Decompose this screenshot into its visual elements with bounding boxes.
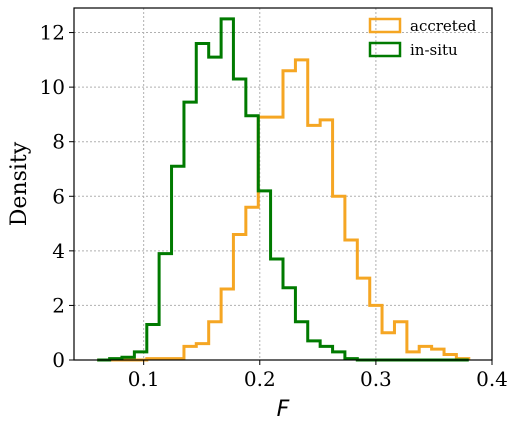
y-tick-label: 2 <box>52 293 65 317</box>
legend-label-in-situ: in-situ <box>410 41 458 59</box>
x-axis: 0.1 0.2 0.3 0.4 <box>128 360 508 391</box>
x-tick-label: 0.4 <box>476 367 508 391</box>
legend-swatch-in-situ <box>368 41 402 58</box>
y-tick-label: 8 <box>52 130 65 154</box>
legend-swatch-accreted <box>368 17 402 34</box>
x-tick-label: 0.1 <box>128 367 160 391</box>
legend-label-accreted: accreted <box>410 17 477 35</box>
y-tick-label: 4 <box>52 239 65 263</box>
x-tick-label: 0.3 <box>360 367 392 391</box>
x-tick-label: 0.2 <box>244 367 276 391</box>
series-group <box>97 17 471 362</box>
y-tick-label: 6 <box>52 184 65 208</box>
y-tick-label: 12 <box>40 21 65 45</box>
series-accreted-histogram <box>97 58 471 362</box>
y-axis: 0 2 4 6 8 10 12 <box>40 21 74 372</box>
y-tick-label: 0 <box>52 348 65 372</box>
legend: accreted in-situ <box>368 17 477 59</box>
x-axis-label: F <box>277 397 290 422</box>
y-axis-label: Density <box>7 141 32 226</box>
plot-frame <box>73 7 493 361</box>
grid <box>74 8 493 360</box>
y-tick-label: 10 <box>40 75 65 99</box>
